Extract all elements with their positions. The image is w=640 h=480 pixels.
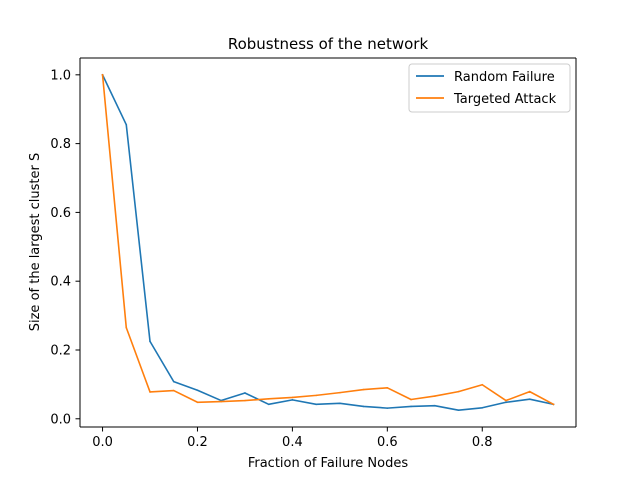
data-point-targeted-attack [244,399,246,402]
data-point-targeted-attack [172,389,175,392]
data-point-random-failure [410,405,412,408]
data-point-targeted-attack [101,74,104,76]
data-point-random-failure [244,392,246,394]
data-point-random-failure [528,398,531,400]
series-line-targeted-attack [101,73,555,406]
data-point-random-failure [149,340,151,343]
data-point-random-failure [457,409,460,411]
data-point-random-failure [505,401,507,404]
data-point-random-failure [267,403,270,406]
legend-label-targeted-attack: Targeted Attack [453,92,557,107]
y-axis-label: Size of the largest cluster S [28,153,43,332]
x-axis: 0.0 0.2 0.4 0.6 0.8 [92,427,493,450]
data-point-random-failure [339,402,341,405]
chart-title: Robustness of the network [228,35,429,53]
data-point-random-failure [315,403,317,406]
data-point-targeted-attack [457,390,460,393]
data-point-targeted-attack [552,403,555,406]
y-tick-label: 0.2 [50,343,71,358]
data-point-random-failure [433,404,436,407]
data-point-targeted-attack [125,326,128,329]
data-point-targeted-attack [505,399,507,402]
data-point-targeted-attack [339,391,341,394]
data-point-targeted-attack [267,398,270,400]
data-point-random-failure [196,389,199,392]
data-point-random-failure [481,406,484,409]
legend-box [408,63,571,113]
plot-background [80,58,576,427]
data-point-targeted-attack [196,401,199,404]
data-point-targeted-attack [386,387,389,389]
y-tick-label: 0.8 [50,137,71,152]
legend-label-random-failure: Random Failure [454,70,555,85]
data-point-random-failure [386,407,389,409]
data-point-targeted-attack [149,391,151,393]
data-point-targeted-attack [481,383,484,386]
data-point-targeted-attack [220,400,223,403]
data-point-random-failure [172,380,175,383]
legend: Random Failure Targeted Attack [408,63,571,113]
data-point-random-failure [125,123,128,126]
data-point-targeted-attack [362,388,365,391]
y-tick-label: 0.4 [50,275,71,290]
y-axis: 0.0 0.2 0.4 0.6 0.8 1.0 [50,68,80,427]
data-point-targeted-attack [410,398,412,401]
plot-area [79,57,577,428]
series-line-random-failure [101,73,555,411]
x-tick-label: 0.6 [377,435,398,450]
x-tick-label: 0.0 [92,435,113,450]
data-point-targeted-attack [528,390,531,393]
data-point-targeted-attack [433,395,436,397]
x-tick-label: 0.4 [282,435,303,450]
data-point-random-failure [362,405,365,408]
x-tick-label: 0.2 [187,435,208,450]
data-point-targeted-attack [291,396,294,399]
y-tick-label: 0.6 [50,206,71,221]
data-point-random-failure [291,399,294,401]
y-tick-label: 0.0 [50,412,71,427]
x-tick-label: 0.8 [472,435,493,450]
data-point-targeted-attack [315,394,317,397]
x-axis-label: Fraction of Failure Nodes [248,456,409,471]
y-tick-label: 1.0 [50,68,71,83]
